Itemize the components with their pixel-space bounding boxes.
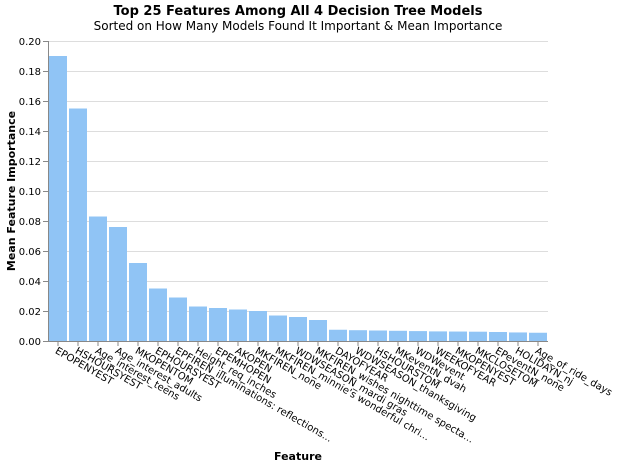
- bar: [209, 308, 227, 341]
- bar: [49, 56, 67, 341]
- y-axis-title: Mean Feature Importance: [5, 111, 18, 271]
- chart-title: Top 25 Features Among All 4 Decision Tre…: [114, 4, 483, 19]
- bar: [109, 227, 127, 341]
- bar: [389, 330, 407, 341]
- y-tick-label: 0.14: [19, 127, 41, 138]
- bar: [409, 331, 427, 341]
- bar: [149, 288, 167, 341]
- bar: [369, 330, 387, 341]
- bar: [309, 320, 327, 341]
- y-tick-label: 0.20: [19, 37, 41, 48]
- bar: [469, 331, 487, 341]
- bar: [429, 331, 447, 341]
- bars: [49, 56, 547, 341]
- y-tick-label: 0.02: [19, 307, 41, 318]
- bar: [69, 108, 87, 341]
- y-axis-ticks: 0.00 0.02 0.04 0.06 0.08 0.10 0.12 0.14 0.16 0.18…: [19, 37, 48, 348]
- y-tick-label: 0.18: [19, 67, 41, 78]
- y-tick-label: 0.12: [19, 157, 41, 168]
- bar: [289, 317, 307, 341]
- y-tick-label: 0.10: [19, 187, 41, 198]
- bar: [89, 216, 107, 341]
- bar: [349, 330, 367, 341]
- bar: [449, 331, 467, 341]
- y-tick-label: 0.16: [19, 97, 41, 108]
- bar: [329, 329, 347, 341]
- y-tick-label: 0.00: [19, 337, 41, 348]
- bar: [169, 297, 187, 341]
- bar: [509, 332, 527, 341]
- chart-subtitle: Sorted on How Many Models Found It Impor…: [94, 19, 503, 33]
- y-tick-label: 0.08: [19, 217, 41, 228]
- bar: [489, 332, 507, 341]
- y-tick-label: 0.06: [19, 247, 41, 258]
- bar: [249, 311, 267, 341]
- x-axis-ticks: EPOPENYESTHSHOURSYESTAge_interest_teensA…: [53, 341, 614, 446]
- bar: [269, 315, 287, 341]
- x-axis-title: Feature: [274, 450, 322, 463]
- bar: [129, 263, 147, 341]
- bar: [229, 309, 247, 341]
- bar: [189, 306, 207, 341]
- y-tick-label: 0.04: [19, 277, 41, 288]
- bar: [529, 332, 547, 341]
